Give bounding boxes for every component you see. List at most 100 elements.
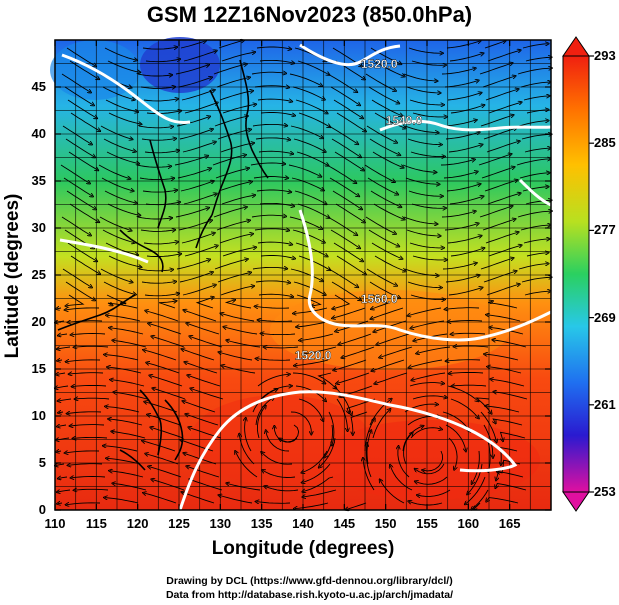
streamline: [103, 138, 135, 151]
x-tick-label: 110: [44, 516, 66, 531]
streamline: [292, 372, 325, 383]
streamline: [412, 396, 446, 399]
streamline: [403, 433, 413, 465]
streamline: [109, 419, 143, 426]
colorbar-tick-label: 253: [594, 484, 616, 499]
streamline: [303, 346, 337, 354]
streamline: [75, 489, 109, 490]
streamline: [295, 502, 329, 509]
colorbar-top-triangle: [562, 36, 590, 57]
streamline: [368, 229, 399, 246]
streamline: [517, 211, 551, 218]
streamline: [449, 321, 483, 322]
streamline: [524, 291, 550, 296]
streamline: [407, 281, 441, 288]
streamline: [366, 444, 372, 478]
streamline: [499, 431, 526, 440]
streamline: [187, 466, 220, 478]
streamline: [177, 169, 210, 179]
streamline: [335, 203, 364, 222]
streamline: [480, 115, 513, 127]
x-tick-label: 115: [85, 516, 107, 531]
streamline: [220, 286, 253, 296]
streamline: [252, 389, 277, 413]
colorbar-tick-label: 269: [594, 309, 616, 325]
streamline: [291, 177, 323, 190]
streamline: [67, 99, 96, 118]
streamline: [180, 41, 205, 49]
streamline: [57, 308, 62, 309]
streamline: [239, 435, 255, 465]
streamline: [331, 281, 360, 300]
streamline: [66, 190, 95, 209]
streamline: [296, 294, 322, 306]
streamline: [407, 138, 441, 145]
streamline: [178, 221, 211, 231]
streamline: [100, 268, 132, 282]
streamline: [147, 363, 180, 374]
streamline: [290, 411, 311, 434]
streamline: [446, 308, 480, 310]
streamline: [245, 419, 252, 452]
streamline: [303, 463, 331, 482]
streamline: [417, 346, 451, 353]
streamline: [374, 255, 405, 271]
streamline: [266, 431, 290, 452]
streamline: [328, 268, 358, 287]
streamline: [175, 208, 208, 218]
streamline: [342, 346, 375, 358]
streamline: [219, 495, 253, 504]
streamline: [487, 497, 519, 504]
streamline: [501, 446, 518, 465]
warm-patch: [190, 395, 370, 485]
streamline: [372, 151, 403, 167]
streamline: [105, 355, 139, 361]
streamline: [184, 103, 217, 114]
colorbar-bottom-triangle: [562, 491, 590, 512]
streamline: [333, 99, 362, 118]
streamline: [265, 486, 299, 492]
streamline: [262, 453, 293, 465]
streamline: [106, 294, 127, 304]
contour-label: 1520.0: [361, 57, 398, 71]
streamline: [222, 366, 256, 374]
streamline: [102, 86, 134, 100]
streamline: [257, 99, 291, 101]
streamline: [64, 86, 93, 105]
streamline: [143, 99, 177, 101]
streamline: [411, 60, 445, 65]
streamline: [100, 125, 132, 139]
contour-label: 1560.0: [361, 292, 398, 306]
streamline: [409, 383, 443, 387]
map-title: GSM 12Z16Nov2023 (850.0hPa): [146, 2, 473, 27]
y-tick-label: 10: [31, 408, 46, 423]
x-tick-label: 130: [209, 516, 232, 531]
streamline: [60, 164, 89, 183]
streamline: [107, 315, 141, 322]
streamline: [373, 60, 404, 76]
colorbar-tick-label: 285: [594, 135, 616, 151]
x-tick-label: 125: [168, 516, 190, 531]
streamline: [254, 86, 288, 88]
streamline: [219, 234, 252, 244]
streamline: [58, 360, 63, 361]
streamline: [406, 229, 440, 236]
streamline: [453, 385, 487, 386]
streamline: [371, 99, 402, 116]
streamline: [258, 150, 292, 154]
streamline: [519, 173, 549, 179]
streamline: [447, 236, 481, 244]
y-tick-label: 30: [31, 220, 46, 235]
streamline: [484, 41, 505, 49]
streamline: [227, 483, 261, 491]
colorbar-gradient: [562, 55, 590, 493]
axis-tickmarks: [54, 40, 594, 511]
streamline: [475, 397, 491, 413]
streamline: [70, 373, 104, 374]
streamline: [447, 360, 481, 361]
x-axis-label: Longitude (degrees): [211, 538, 395, 559]
streamline: [466, 476, 486, 504]
streamline: [449, 197, 483, 205]
streamline: [518, 121, 548, 127]
streamline: [66, 47, 95, 66]
